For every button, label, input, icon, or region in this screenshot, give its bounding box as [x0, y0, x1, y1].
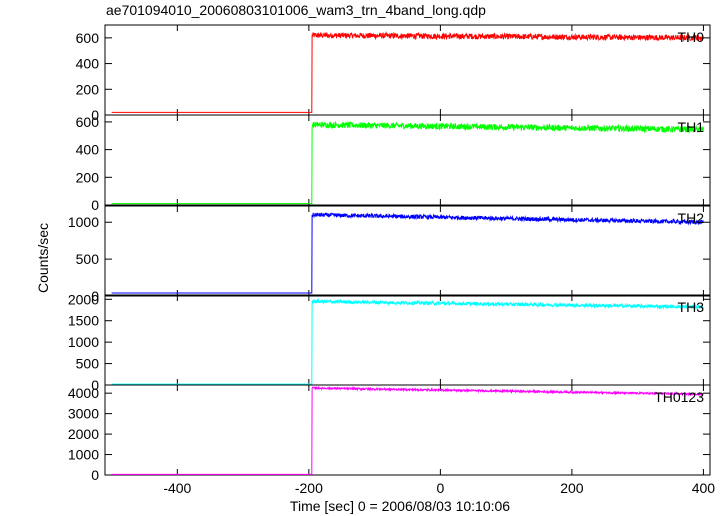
x-tick-label: -200 — [295, 480, 323, 496]
panel-label-th3: TH3 — [678, 299, 705, 315]
panel-label-th2: TH2 — [678, 210, 705, 226]
panel-label-th0123: TH0123 — [654, 389, 704, 405]
series-line-th1 — [111, 120, 704, 205]
y-tick-label: 500 — [76, 356, 100, 372]
y-tick-label: 200 — [76, 81, 100, 97]
y-tick-label: 600 — [76, 30, 100, 46]
y-tick-label: 400 — [76, 142, 100, 158]
panel-frame-th2 — [104, 205, 711, 297]
y-tick-label: 1000 — [68, 334, 99, 350]
y-tick-label: 0 — [91, 288, 99, 304]
y-tick-label: 600 — [76, 114, 100, 130]
panel-frame-th3 — [104, 294, 711, 386]
y-tick-label: 4000 — [68, 385, 99, 401]
panel-label-th0: TH0 — [678, 29, 705, 45]
series-line-th3 — [111, 298, 704, 385]
series-line-th0 — [111, 31, 704, 113]
y-tick-label: 200 — [76, 169, 100, 185]
y-tick-label: 1000 — [68, 447, 99, 463]
panel-frame-th0123 — [104, 384, 711, 476]
y-tick-label: 0 — [91, 377, 99, 393]
series-line-th2 — [111, 212, 704, 294]
x-tick-label: -400 — [163, 480, 191, 496]
x-tick-label: 400 — [692, 480, 716, 496]
y-tick-label: 2000 — [68, 291, 99, 307]
y-tick-label: 1500 — [68, 313, 99, 329]
y-tick-label: 500 — [76, 251, 100, 267]
panel-frame-th1 — [104, 114, 711, 206]
panel-label-th1: TH1 — [678, 119, 705, 135]
x-tick-label: 200 — [560, 480, 584, 496]
x-tick-label: 0 — [436, 480, 444, 496]
series-line-th0123 — [111, 385, 704, 475]
y-tick-label: 400 — [76, 56, 100, 72]
y-tick-label: 1000 — [68, 214, 99, 230]
y-tick-label: 0 — [91, 197, 99, 213]
y-tick-label: 0 — [91, 107, 99, 123]
chart-title: ae701094010_20060803101006_wam3_trn_4ban… — [106, 2, 486, 18]
y-tick-label: 0 — [91, 467, 99, 483]
y-tick-label: 3000 — [68, 406, 99, 422]
x-axis-label: Time [sec] 0 = 2006/08/03 10:10:06 — [289, 498, 511, 514]
y-tick-label: 2000 — [68, 426, 99, 442]
